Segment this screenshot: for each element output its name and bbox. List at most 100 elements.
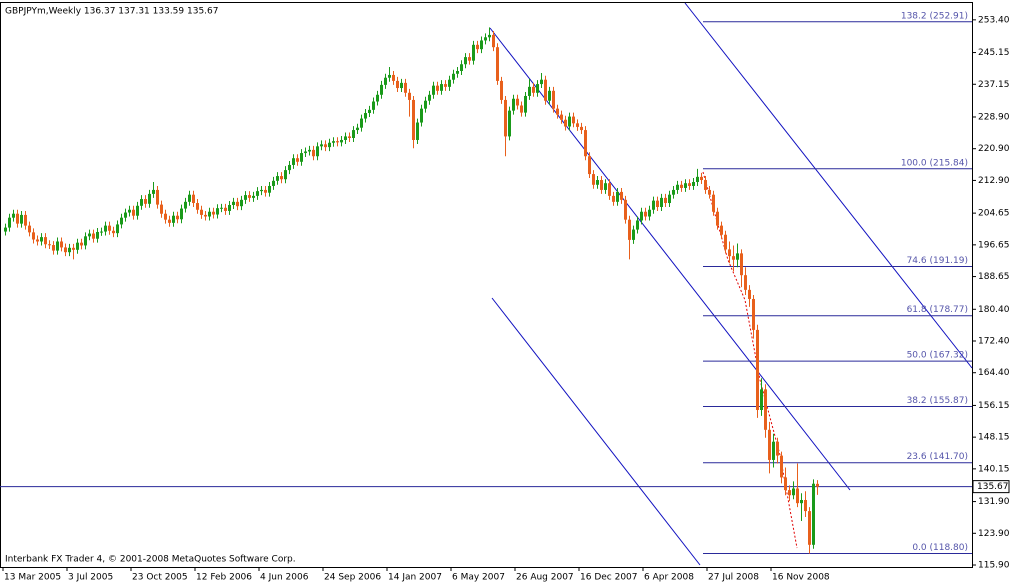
candle-body bbox=[688, 183, 691, 186]
candle-body bbox=[508, 110, 511, 137]
candle-body bbox=[36, 239, 39, 242]
y-tick-label: 156.15 bbox=[978, 401, 1010, 411]
candle-body bbox=[656, 200, 659, 207]
candle-body bbox=[660, 197, 663, 207]
candle-body bbox=[596, 180, 599, 185]
candle-body bbox=[24, 214, 27, 226]
fib-label: 138.2 (252.91) bbox=[901, 11, 968, 21]
candle-body bbox=[400, 82, 403, 89]
candle-body bbox=[148, 193, 151, 204]
x-tick-label: 27 Jul 2008 bbox=[708, 573, 759, 583]
candle-body bbox=[212, 211, 215, 215]
plot-frame bbox=[0, 2, 973, 568]
y-tick-label: 131.90 bbox=[978, 497, 1010, 507]
candle-body bbox=[788, 490, 791, 496]
candle-body bbox=[156, 189, 159, 205]
candle-body bbox=[116, 224, 119, 234]
candle-body bbox=[544, 79, 547, 101]
candle-body bbox=[100, 231, 103, 233]
candle-body bbox=[296, 158, 299, 162]
candle-body bbox=[164, 213, 167, 220]
candle-body bbox=[384, 77, 387, 85]
y-tick-label: 148.15 bbox=[978, 433, 1010, 443]
candle-body bbox=[324, 144, 327, 148]
candle-body bbox=[728, 249, 731, 257]
candle-body bbox=[504, 99, 507, 137]
candle-body bbox=[408, 92, 411, 100]
candle-body bbox=[304, 151, 307, 154]
candle-body bbox=[136, 205, 139, 216]
candle-body bbox=[664, 197, 667, 204]
candle-body bbox=[500, 80, 503, 100]
candle-body bbox=[396, 80, 399, 89]
candle-body bbox=[52, 245, 55, 251]
candle-body bbox=[632, 229, 635, 240]
candle-body bbox=[628, 219, 631, 240]
candle-body bbox=[104, 225, 107, 232]
candle-body bbox=[804, 499, 807, 512]
candle-body bbox=[316, 146, 319, 157]
x-tick-label: 26 Aug 2007 bbox=[516, 573, 574, 583]
candle-body bbox=[580, 126, 583, 131]
candle-body bbox=[200, 209, 203, 215]
candle-body bbox=[420, 108, 423, 123]
candle-body bbox=[584, 130, 587, 157]
candle-body bbox=[468, 57, 471, 61]
candle-body bbox=[668, 194, 671, 204]
candle-body bbox=[476, 44, 479, 50]
candle-body bbox=[640, 211, 643, 221]
candle-body bbox=[448, 79, 451, 87]
candle-body bbox=[556, 108, 559, 115]
candle-body bbox=[812, 483, 815, 545]
candle-body bbox=[432, 85, 435, 95]
candle-body bbox=[380, 84, 383, 95]
candle-body bbox=[88, 233, 91, 237]
candle-body bbox=[356, 127, 359, 131]
candle-body bbox=[44, 237, 47, 245]
candle-body bbox=[588, 156, 591, 175]
candle-body bbox=[344, 136, 347, 140]
candle-body bbox=[536, 84, 539, 93]
candle-body bbox=[56, 241, 59, 251]
candle-body bbox=[368, 109, 371, 114]
candle-body bbox=[736, 253, 739, 260]
candle-body bbox=[196, 203, 199, 210]
y-tick-label: 204.65 bbox=[978, 209, 1010, 219]
candle-body bbox=[768, 429, 771, 460]
candle-body bbox=[48, 244, 51, 246]
candle-body bbox=[220, 207, 223, 209]
candle-body bbox=[764, 389, 767, 430]
candle-body bbox=[8, 217, 11, 228]
candle-body bbox=[608, 183, 611, 196]
candle-body bbox=[488, 34, 491, 38]
fib-label: 100.0 (215.84) bbox=[901, 158, 968, 168]
candle-body bbox=[308, 149, 311, 152]
chart-header: GBPJPYm,Weekly 136.37 137.31 133.59 135.… bbox=[5, 7, 218, 17]
candle-body bbox=[800, 499, 803, 504]
candle-body bbox=[696, 176, 699, 183]
candle-body bbox=[564, 119, 567, 127]
candle-body bbox=[168, 219, 171, 223]
candle-body bbox=[28, 225, 31, 233]
fib-label: 61.8 (178.77) bbox=[907, 305, 968, 315]
candle-body bbox=[684, 183, 687, 188]
candle-body bbox=[108, 225, 111, 231]
candle-body bbox=[208, 211, 211, 217]
candle-body bbox=[160, 204, 163, 214]
candle-body bbox=[348, 136, 351, 138]
candle-body bbox=[644, 211, 647, 217]
candle-body bbox=[552, 90, 555, 109]
candle-body bbox=[568, 116, 571, 127]
candle-body bbox=[624, 199, 627, 220]
candle-body bbox=[732, 256, 735, 260]
candle-body bbox=[388, 74, 391, 78]
y-tick-label: 212.90 bbox=[978, 176, 1010, 186]
candle-body bbox=[680, 184, 683, 188]
candle-body bbox=[252, 195, 255, 198]
candle-body bbox=[648, 209, 651, 217]
candle-body bbox=[760, 389, 763, 410]
candle-body bbox=[124, 212, 127, 218]
candle-body bbox=[672, 189, 675, 195]
candle-body bbox=[548, 90, 551, 101]
